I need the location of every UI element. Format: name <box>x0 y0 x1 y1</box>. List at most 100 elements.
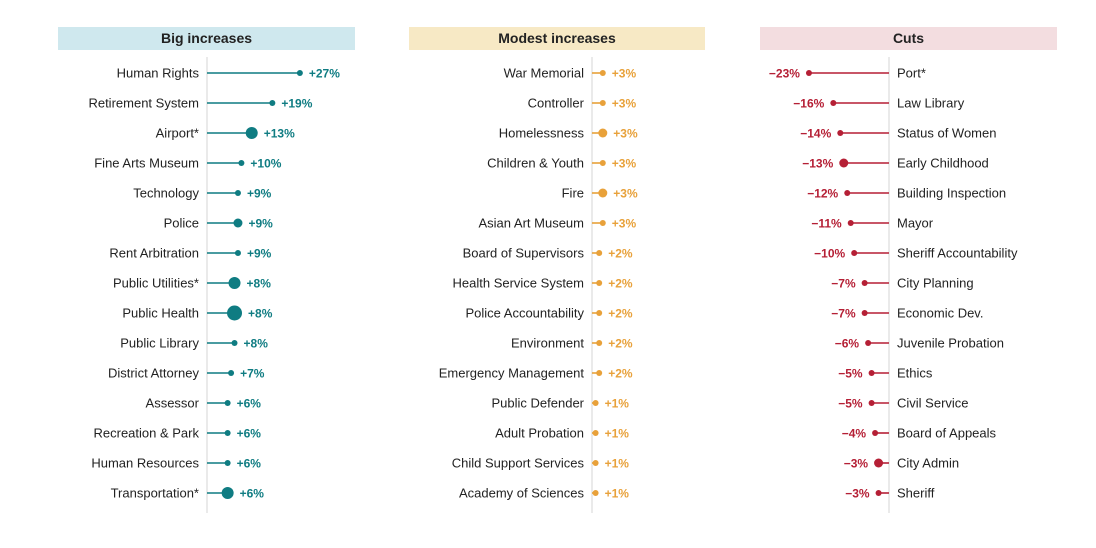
category-label: Status of Women <box>897 126 996 141</box>
lollipop-dot <box>269 100 276 106</box>
lollipop-dot <box>599 100 606 106</box>
value-label: +3% <box>612 217 637 231</box>
category-label: Homelessness <box>499 126 585 141</box>
value-label: +19% <box>281 97 312 111</box>
lollipop-dot <box>865 340 872 346</box>
category-label: Economic Dev. <box>897 306 983 321</box>
value-label: +27% <box>309 67 340 81</box>
category-label: Police Accountability <box>465 306 584 321</box>
category-label: Board of Supervisors <box>463 246 585 261</box>
value-label: +6% <box>237 457 262 471</box>
lollipop-dot <box>596 250 603 256</box>
value-label: −7% <box>831 307 856 321</box>
category-label: Adult Probation <box>495 426 584 441</box>
category-label: Human Rights <box>117 66 200 81</box>
panel-title-cuts: Cuts <box>893 30 924 46</box>
value-label: −7% <box>831 277 856 291</box>
category-label: Fire <box>562 186 584 201</box>
category-label: Law Library <box>897 96 965 111</box>
category-label: Public Library <box>120 336 199 351</box>
value-label: −3% <box>844 457 869 471</box>
value-label: +13% <box>264 127 295 141</box>
lollipop-dot <box>233 218 243 228</box>
lollipop-dot <box>228 277 241 289</box>
lollipop-dot <box>596 310 603 316</box>
value-label: −10% <box>814 247 845 261</box>
lollipop-dot <box>861 310 868 316</box>
category-label: Transportation* <box>111 486 199 501</box>
value-label: +1% <box>605 427 630 441</box>
lollipop-dot <box>837 130 844 136</box>
lollipop-dot <box>830 100 837 106</box>
category-label: Public Defender <box>492 396 585 411</box>
category-label: Assessor <box>146 396 200 411</box>
category-label: Board of Appeals <box>897 426 997 441</box>
category-label: District Attorney <box>108 366 200 381</box>
value-label: +2% <box>608 247 633 261</box>
lollipop-dot <box>851 250 858 256</box>
lollipop-dot <box>228 370 235 376</box>
lollipop-dot <box>599 70 606 76</box>
category-label: Retirement System <box>88 96 199 111</box>
category-label: Health Service System <box>453 276 585 291</box>
value-label: −5% <box>838 367 863 381</box>
value-label: +6% <box>237 397 262 411</box>
category-label: Technology <box>133 186 199 201</box>
category-label: Asian Art Museum <box>479 216 585 231</box>
category-label: Recreation & Park <box>94 426 200 441</box>
category-label: Human Resources <box>91 456 199 471</box>
category-label: City Admin <box>897 456 959 471</box>
value-label: +2% <box>608 337 633 351</box>
value-label: −3% <box>845 487 870 501</box>
panel-title-big-increases: Big increases <box>161 30 252 46</box>
category-label: Public Utilities* <box>113 276 199 291</box>
lollipop-dot <box>592 490 599 496</box>
lollipop-dot <box>234 190 241 196</box>
category-label: Child Support Services <box>452 456 585 471</box>
category-label: Building Inspection <box>897 186 1006 201</box>
value-label: −6% <box>835 337 860 351</box>
value-label: +3% <box>613 127 638 141</box>
category-label: Sheriff <box>897 486 935 501</box>
lollipop-dot <box>296 70 303 76</box>
lollipop-dot <box>596 340 603 346</box>
value-label: +9% <box>247 187 272 201</box>
lollipop-dot <box>245 127 258 139</box>
lollipop-dot <box>598 188 608 198</box>
lollipop-dot <box>224 400 231 406</box>
category-label: Environment <box>511 336 584 351</box>
value-label: −4% <box>842 427 867 441</box>
lollipop-dot <box>868 400 875 406</box>
value-label: +8% <box>247 277 272 291</box>
lollipop-dot <box>596 370 603 376</box>
value-label: −13% <box>802 157 833 171</box>
value-label: +6% <box>237 427 262 441</box>
category-label: Police <box>164 216 199 231</box>
value-label: +1% <box>605 397 630 411</box>
value-label: +1% <box>605 487 630 501</box>
category-label: Children & Youth <box>487 156 584 171</box>
lollipop-dot <box>592 460 599 466</box>
category-label: Mayor <box>897 216 934 231</box>
lollipop-dot <box>227 305 243 321</box>
value-label: +10% <box>250 157 281 171</box>
value-label: −23% <box>769 67 800 81</box>
lollipop-dot <box>224 460 231 466</box>
value-label: +9% <box>248 217 273 231</box>
lollipop-dot <box>868 370 875 376</box>
lollipop-dot <box>599 160 606 166</box>
lollipop-dot <box>231 340 238 346</box>
value-label: +3% <box>613 187 638 201</box>
value-label: +2% <box>608 307 633 321</box>
value-label: +9% <box>247 247 272 261</box>
value-label: −5% <box>838 397 863 411</box>
lollipop-dot <box>861 280 868 286</box>
value-label: +6% <box>240 487 265 501</box>
value-label: −14% <box>800 127 831 141</box>
panel-title-modest-increases: Modest increases <box>498 30 616 46</box>
lollipop-dot <box>598 128 608 138</box>
category-label: Ethics <box>897 366 933 381</box>
lollipop-dot <box>234 250 241 256</box>
panel-header-cuts <box>760 27 1057 50</box>
lollipop-dot <box>839 158 849 168</box>
